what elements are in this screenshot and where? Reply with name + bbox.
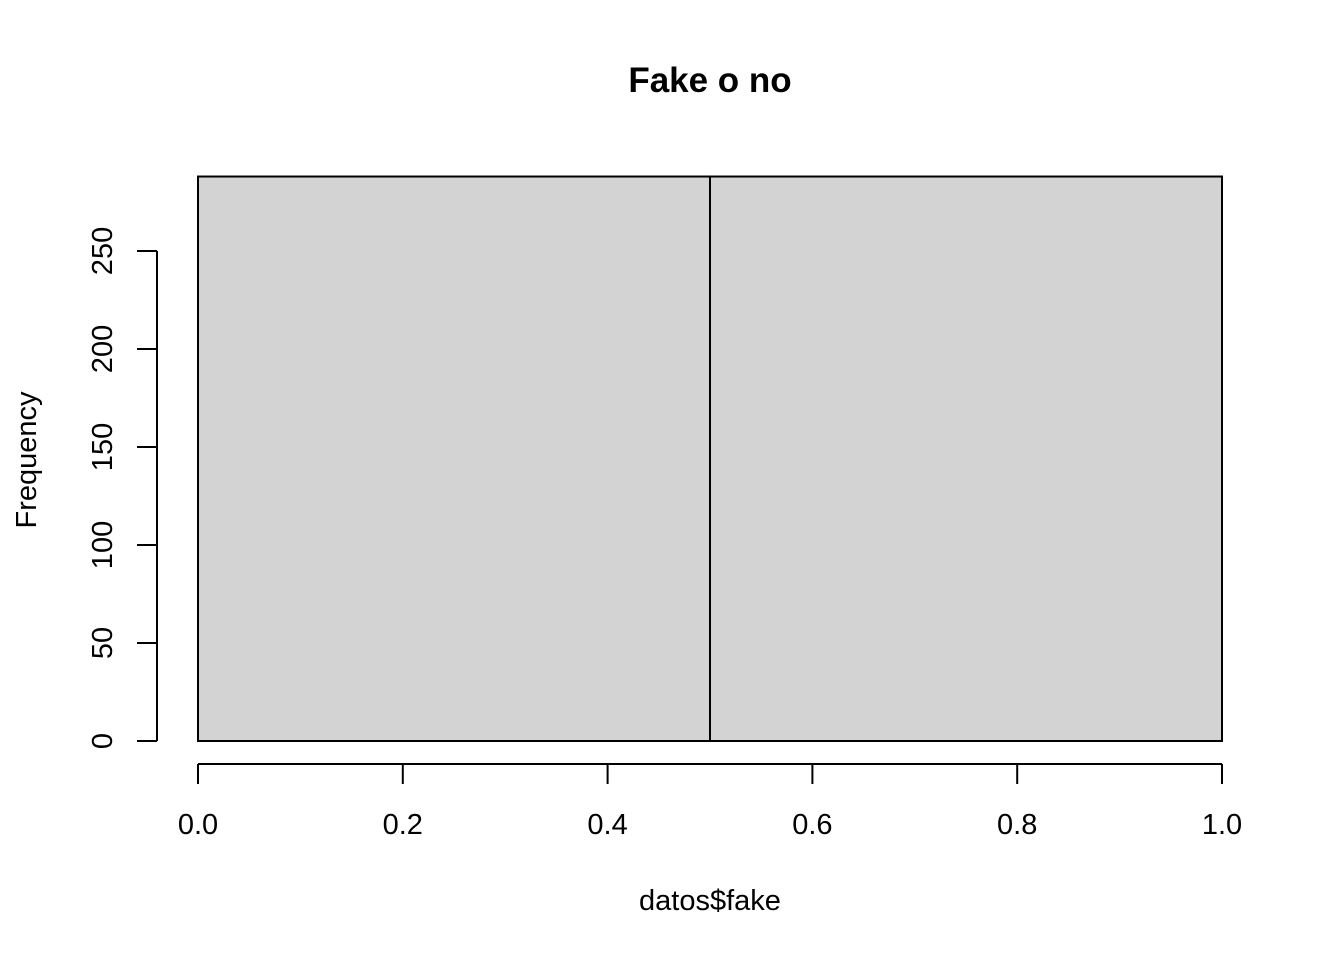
bars-group <box>197 175 1223 742</box>
x-axis: 0.0 0.2 0.4 0.6 0.8 1.0 <box>178 763 1242 841</box>
chart-title: Fake o no <box>628 61 791 100</box>
x-tick-label: 0.2 <box>383 809 423 841</box>
y-axis-label: Frequency <box>11 391 43 529</box>
y-tick-label: 50 <box>87 627 119 659</box>
x-tick-label: 0.6 <box>792 809 832 841</box>
x-tick-label: 0.8 <box>997 809 1037 841</box>
x-axis-label: datos$fake <box>639 885 781 917</box>
histogram-bar <box>197 175 711 742</box>
y-tick-label: 250 <box>87 227 119 275</box>
x-tick-label: 0.0 <box>178 809 218 841</box>
y-tick-label: 150 <box>87 423 119 471</box>
y-tick-label: 0 <box>87 733 119 749</box>
x-tick-label: 1.0 <box>1202 809 1242 841</box>
x-tick-label: 0.4 <box>587 809 627 841</box>
histogram-bar <box>709 175 1223 742</box>
y-tick-label: 200 <box>87 325 119 373</box>
y-tick-label: 100 <box>87 521 119 569</box>
y-axis: 0 50 100 150 200 250 <box>87 227 158 749</box>
